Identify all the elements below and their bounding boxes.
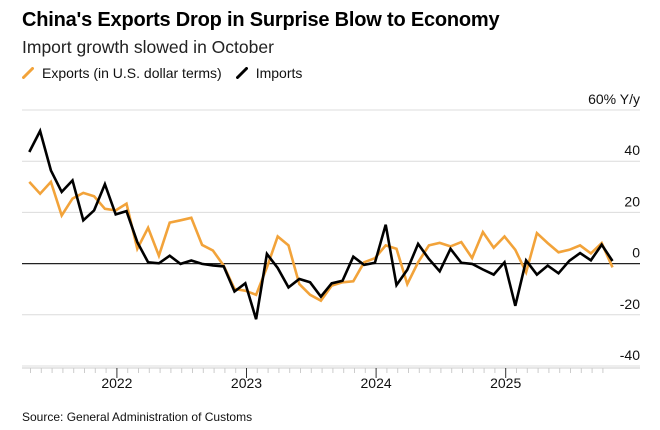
y-tick-label: 60% Y/y xyxy=(588,91,640,107)
x-tick-label: 2024 xyxy=(361,375,392,391)
x-axis: 2022 2023 2024 2025 xyxy=(22,367,640,391)
imports-line xyxy=(28,127,614,320)
x-tick-label: 2023 xyxy=(231,375,262,391)
imports-swatch-icon xyxy=(235,67,248,79)
y-tick-label: 20 xyxy=(624,193,640,209)
legend-label-exports: Exports (in U.S. dollar terms) xyxy=(42,65,222,81)
y-tick-label: -20 xyxy=(620,296,640,312)
legend: Exports (in U.S. dollar terms) Imports xyxy=(22,65,316,81)
y-axis-ticks: -40 -20 0 20 40 60% Y/y xyxy=(588,91,640,363)
exports-line xyxy=(28,179,614,303)
x-tick-label: 2025 xyxy=(490,375,521,391)
exports-swatch-icon xyxy=(22,67,34,79)
legend-item-exports: Exports (in U.S. dollar terms) xyxy=(22,65,222,81)
gridlines xyxy=(22,109,640,367)
legend-item-imports: Imports xyxy=(235,65,303,81)
x-tick-label: 2022 xyxy=(101,375,132,391)
series-lines xyxy=(28,127,614,320)
y-tick-label: -40 xyxy=(620,347,640,363)
source-note: Source: General Administration of Custom… xyxy=(22,410,253,424)
y-tick-label: 40 xyxy=(624,142,640,158)
chart-title: China's Exports Drop in Surprise Blow to… xyxy=(22,9,500,31)
y-tick-label: 0 xyxy=(632,245,640,261)
chart-subtitle: Import growth slowed in October xyxy=(22,37,274,57)
legend-label-imports: Imports xyxy=(255,65,303,81)
